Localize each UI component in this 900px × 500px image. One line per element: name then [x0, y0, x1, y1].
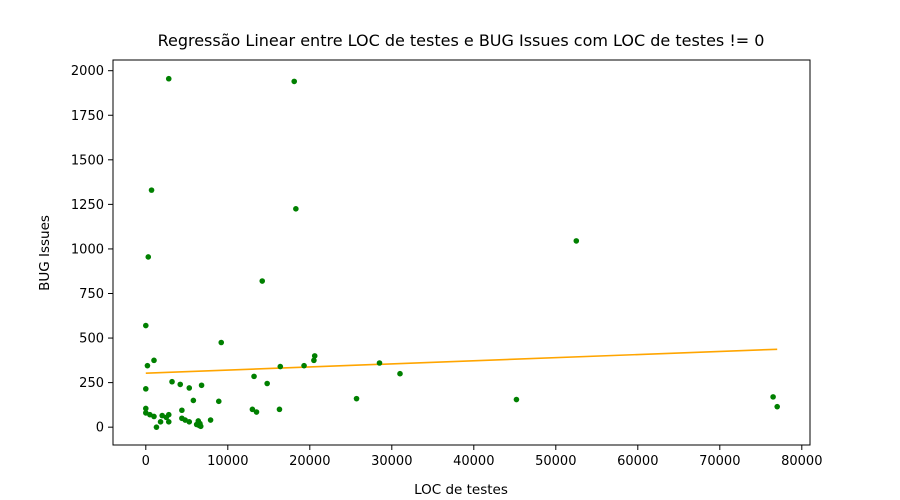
data-point	[251, 373, 257, 380]
data-point	[197, 423, 204, 430]
x-tick-label: 80000	[781, 454, 822, 469]
data-point	[157, 419, 164, 425]
x-tick-label: 20000	[289, 454, 330, 469]
data-point	[186, 385, 193, 391]
data-point	[179, 407, 185, 414]
data-point	[353, 395, 360, 402]
data-point	[151, 413, 157, 420]
x-tick-label: 0	[142, 454, 150, 469]
data-point	[198, 382, 205, 389]
data-point	[293, 206, 299, 212]
data-point	[376, 360, 383, 366]
data-point	[143, 405, 149, 412]
data-point	[215, 398, 222, 405]
data-point	[311, 353, 318, 359]
plot-frame	[112, 59, 811, 446]
x-tick-label: 60000	[617, 454, 658, 469]
y-tick-label: 1250	[71, 198, 104, 213]
data-point	[143, 386, 149, 392]
data-point	[163, 414, 170, 421]
plot-area	[112, 59, 811, 446]
data-point	[774, 403, 780, 410]
data-point	[253, 409, 260, 415]
data-point	[249, 406, 256, 413]
data-point	[277, 363, 284, 370]
data-point	[169, 378, 175, 385]
data-point	[207, 417, 214, 423]
x-tick-label: 50000	[535, 454, 576, 469]
data-point	[177, 381, 184, 388]
data-point	[397, 370, 403, 377]
x-axis-ticks: 0 10000 20000 30000 40000 50000 60000 70000 8000…	[142, 445, 822, 469]
y-tick-label: 1750	[71, 109, 104, 124]
data-point	[276, 406, 283, 413]
data-point	[165, 419, 172, 425]
data-point	[186, 419, 193, 425]
y-tick-label: 2000	[71, 64, 104, 79]
data-point	[165, 75, 172, 82]
data-point	[190, 397, 197, 404]
data-point	[311, 357, 317, 364]
x-tick-label: 30000	[371, 454, 412, 469]
data-point	[144, 362, 151, 369]
y-tick-label: 1500	[71, 153, 104, 168]
data-point	[218, 339, 225, 346]
x-tick-label: 10000	[207, 454, 248, 469]
data-point	[301, 362, 307, 369]
data-point	[264, 380, 270, 387]
data-point	[770, 394, 776, 400]
y-axis-label: BUG Issues	[37, 215, 53, 291]
data-point	[573, 238, 580, 244]
data-point	[148, 187, 155, 193]
y-tick-label: 500	[79, 332, 104, 347]
x-axis-label: LOC de testes	[414, 482, 508, 498]
data-point	[259, 278, 266, 284]
data-point	[153, 424, 160, 430]
data-point	[145, 254, 152, 260]
data-point	[513, 396, 520, 403]
y-axis-ticks: 0 250 500 750 1000 1250 1500 1750 2000	[71, 64, 113, 436]
y-tick-label: 750	[79, 287, 104, 302]
y-tick-label: 250	[79, 376, 104, 391]
y-tick-label: 1000	[71, 242, 104, 257]
data-point	[291, 78, 298, 85]
x-tick-label: 70000	[699, 454, 740, 469]
data-point	[151, 357, 157, 364]
chart-title: Regressão Linear entre LOC de testes e B…	[158, 31, 765, 50]
regression-line	[145, 348, 778, 374]
y-tick-label: 0	[96, 421, 104, 436]
data-point	[143, 322, 149, 329]
x-tick-label: 40000	[453, 454, 494, 469]
